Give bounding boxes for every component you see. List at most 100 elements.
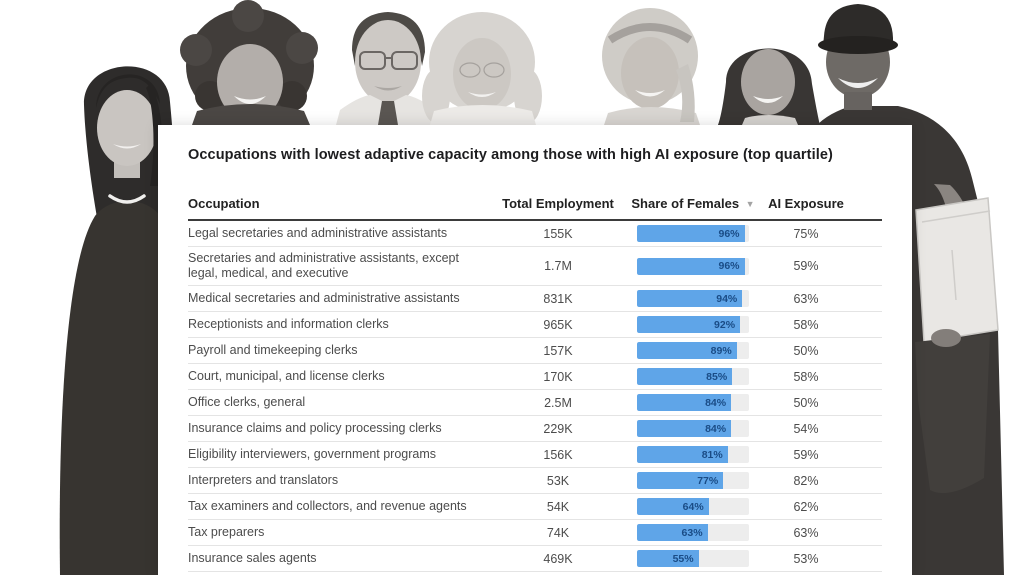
share-bar-fill: 96% bbox=[637, 257, 745, 275]
table-row: Insurance claims and policy processing c… bbox=[188, 416, 882, 442]
share-of-females-cell: 64% bbox=[618, 498, 768, 515]
share-bar-label: 81% bbox=[701, 448, 723, 461]
share-bar-track: 92% bbox=[637, 316, 749, 333]
table-row: Interpreters and translators 53K 77% 82% bbox=[188, 468, 882, 494]
occupation-cell: Insurance claims and policy processing c… bbox=[188, 421, 442, 435]
share-bar-track: 89% bbox=[637, 342, 749, 359]
share-bar-label: 92% bbox=[714, 318, 736, 331]
table-row: Eligibility interviewers, government pro… bbox=[188, 442, 882, 468]
employment-cell: 74K bbox=[546, 525, 570, 540]
table-row: Tax examiners and collectors, and revenu… bbox=[188, 494, 882, 520]
occupation-cell: Insurance sales agents bbox=[188, 551, 317, 565]
share-bar-fill: 89% bbox=[637, 342, 737, 359]
employment-cell: 157K bbox=[543, 343, 573, 358]
share-bar-track: 63% bbox=[637, 524, 749, 541]
table-row: Payroll and timekeeping clerks 157K 89% … bbox=[188, 338, 882, 364]
employment-cell: 1.7M bbox=[544, 259, 572, 273]
table-row: Legal secretaries and administrative ass… bbox=[188, 221, 882, 247]
ai-exposure-cell: 58% bbox=[793, 369, 819, 384]
share-bar-track: 84% bbox=[637, 394, 749, 411]
ai-exposure-cell: 75% bbox=[793, 226, 819, 241]
table-row: Court, municipal, and license clerks 170… bbox=[188, 364, 882, 390]
table-row: Insurance sales agents 469K 55% 53% bbox=[188, 546, 882, 572]
ai-exposure-cell: 59% bbox=[793, 259, 819, 273]
share-of-females-cell: 92% bbox=[618, 316, 768, 333]
table-row: Medical secretaries and administrative a… bbox=[188, 286, 882, 312]
share-bar-fill: 85% bbox=[637, 368, 733, 385]
share-bar-label: 96% bbox=[718, 260, 740, 272]
share-bar-track: 64% bbox=[637, 498, 749, 515]
share-of-females-cell: 55% bbox=[618, 550, 768, 567]
share-bar-track: 94% bbox=[637, 290, 749, 307]
column-header-share-of-females[interactable]: Share of Females ▼ bbox=[618, 196, 768, 211]
occupation-cell: Court, municipal, and license clerks bbox=[188, 369, 385, 383]
share-bar-track: 96% bbox=[637, 257, 749, 275]
share-bar-label: 85% bbox=[706, 370, 728, 383]
chart-title: Occupations with lowest adaptive capacit… bbox=[188, 147, 833, 163]
share-bar-label: 55% bbox=[672, 552, 694, 565]
ai-exposure-cell: 59% bbox=[793, 447, 819, 462]
occupation-cell: Eligibility interviewers, government pro… bbox=[188, 447, 437, 461]
ai-exposure-cell: 50% bbox=[793, 395, 819, 410]
share-of-females-cell: 89% bbox=[618, 342, 768, 359]
ai-exposure-cell: 53% bbox=[793, 551, 819, 566]
occupation-cell: Medical secretaries and administrative a… bbox=[188, 291, 460, 305]
share-of-females-cell: 84% bbox=[618, 420, 768, 437]
share-of-females-cell: 85% bbox=[618, 368, 768, 385]
occupation-cell: Interpreters and translators bbox=[188, 473, 339, 487]
ai-exposure-cell: 63% bbox=[793, 291, 819, 306]
employment-cell: 170K bbox=[543, 369, 573, 384]
table-card: Occupations with lowest adaptive capacit… bbox=[158, 125, 912, 575]
ai-exposure-cell: 63% bbox=[793, 525, 819, 540]
share-bar-label: 84% bbox=[705, 396, 727, 409]
share-of-females-cell: 81% bbox=[618, 446, 768, 463]
table-header-row: Occupation Total Employment Share of Fem… bbox=[188, 196, 882, 221]
employment-cell: 155K bbox=[543, 226, 573, 241]
sort-descending-icon: ▼ bbox=[745, 199, 755, 209]
share-bar-fill: 94% bbox=[637, 290, 743, 307]
share-bar-label: 64% bbox=[682, 500, 704, 513]
share-of-females-cell: 63% bbox=[618, 524, 768, 541]
column-header-share-label: Share of Females bbox=[631, 196, 740, 211]
share-bar-track: 81% bbox=[637, 446, 749, 463]
employment-cell: 156K bbox=[543, 447, 573, 462]
employment-cell: 965K bbox=[543, 317, 573, 332]
occupation-cell: Payroll and timekeeping clerks bbox=[188, 343, 358, 357]
occupation-cell: Receptionists and information clerks bbox=[188, 317, 389, 331]
share-bar-fill: 84% bbox=[637, 420, 732, 437]
share-bar-fill: 64% bbox=[637, 498, 709, 515]
share-bar-fill: 96% bbox=[637, 225, 745, 242]
table-row: Office clerks, general 2.5M 84% 50% bbox=[188, 390, 882, 416]
column-header-ai-exposure[interactable]: AI Exposure bbox=[768, 196, 844, 211]
share-of-females-cell: 96% bbox=[618, 225, 768, 242]
share-of-females-cell: 96% bbox=[618, 257, 768, 275]
photo-blonde-woman-icon bbox=[602, 8, 700, 125]
table-body: Legal secretaries and administrative ass… bbox=[188, 221, 882, 572]
share-bar-fill: 77% bbox=[637, 472, 724, 489]
share-bar-label: 89% bbox=[710, 344, 732, 357]
share-bar-fill: 92% bbox=[637, 316, 741, 333]
share-bar-fill: 84% bbox=[637, 394, 732, 411]
photo-light-hair-woman-icon bbox=[422, 12, 542, 125]
share-of-females-cell: 94% bbox=[618, 290, 768, 307]
ai-exposure-cell: 58% bbox=[793, 317, 819, 332]
employment-cell: 469K bbox=[543, 551, 573, 566]
ai-exposure-cell: 62% bbox=[793, 499, 819, 514]
column-header-total-employment[interactable]: Total Employment bbox=[502, 196, 614, 211]
share-bar-label: 96% bbox=[718, 227, 740, 240]
table-row: Tax preparers 74K 63% 63% bbox=[188, 520, 882, 546]
share-bar-label: 94% bbox=[716, 292, 738, 305]
employment-cell: 2.5M bbox=[544, 395, 572, 410]
column-header-occupation[interactable]: Occupation bbox=[188, 196, 260, 211]
ai-exposure-cell: 50% bbox=[793, 343, 819, 358]
share-of-females-cell: 77% bbox=[618, 472, 768, 489]
ai-exposure-cell: 82% bbox=[793, 473, 819, 488]
occupation-cell: Tax preparers bbox=[188, 525, 265, 539]
share-bar-track: 84% bbox=[637, 420, 749, 437]
table-row: Receptionists and information clerks 965… bbox=[188, 312, 882, 338]
photo-curly-hair-woman-icon bbox=[180, 0, 318, 125]
share-bar-fill: 63% bbox=[637, 524, 708, 541]
employment-cell: 831K bbox=[543, 291, 573, 306]
